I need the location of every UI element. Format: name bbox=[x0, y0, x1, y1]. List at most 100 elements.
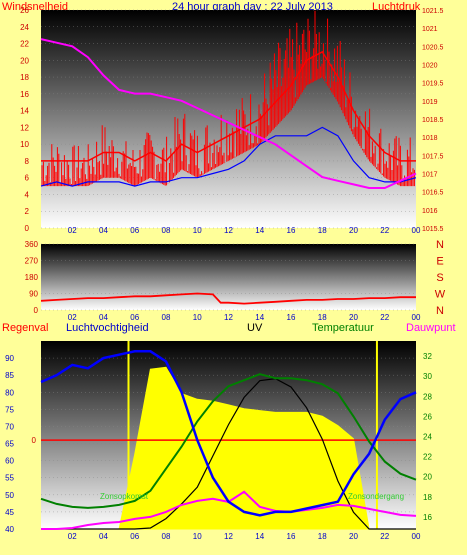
direction-series bbox=[40, 243, 416, 311]
wind-tick-label: 4 bbox=[25, 190, 30, 199]
temperature-tick-label: 24 bbox=[423, 433, 432, 442]
compass-tick-label: W bbox=[435, 289, 446, 301]
wind-tick-label: 8 bbox=[25, 157, 30, 166]
uv-line bbox=[41, 377, 416, 530]
humidity-tick-label: 70 bbox=[5, 422, 14, 431]
pressure-tick-label: 1017.5 bbox=[422, 153, 444, 160]
wind-tick-label: 16 bbox=[20, 90, 29, 99]
sunset-annotation: Zonsondergang bbox=[348, 492, 404, 501]
humidity-tick-label: 55 bbox=[5, 474, 14, 483]
pressure-tick-label: 1019 bbox=[422, 99, 438, 106]
wind-pressure-series bbox=[40, 9, 417, 229]
compass-tick-label: N bbox=[436, 305, 444, 317]
x-tick-label: 14 bbox=[255, 226, 264, 235]
direction-tick-label: 90 bbox=[29, 290, 38, 299]
x-tick-label: 14 bbox=[255, 313, 264, 322]
x-tick-label: 00 bbox=[412, 532, 421, 541]
pressure-tick-label: 1021.5 bbox=[422, 8, 444, 15]
temperature-tick-label: 20 bbox=[423, 473, 432, 482]
x-tick-label: 02 bbox=[68, 226, 77, 235]
x-tick-label: 02 bbox=[68, 532, 77, 541]
x-tick-label: 22 bbox=[380, 532, 389, 541]
x-tick-label: 00 bbox=[412, 313, 421, 322]
pressure-tick-label: 1021 bbox=[422, 26, 438, 33]
x-tick-label: 10 bbox=[193, 532, 202, 541]
x-tick-label: 20 bbox=[349, 532, 358, 541]
humidity-tick-label: 75 bbox=[5, 405, 14, 414]
temperature-tick-label: 16 bbox=[423, 513, 432, 522]
temperature-tick-label: 22 bbox=[423, 453, 432, 462]
temperature-tick-label: 18 bbox=[423, 493, 432, 502]
pressure-tick-label: 1020 bbox=[422, 63, 438, 70]
climate-series bbox=[40, 341, 417, 530]
x-tick-label: 02 bbox=[68, 313, 77, 322]
wind-tick-label: 22 bbox=[20, 40, 29, 49]
direction-line bbox=[40, 292, 416, 305]
wind-speed-line bbox=[41, 50, 416, 162]
wind-tick-label: 24 bbox=[20, 23, 29, 32]
x-tick-label: 08 bbox=[162, 226, 171, 235]
humidity-tick-label: 60 bbox=[5, 457, 14, 466]
x-tick-label: 18 bbox=[318, 532, 327, 541]
x-tick-label: 22 bbox=[380, 313, 389, 322]
wind-tick-label: 14 bbox=[20, 107, 29, 116]
wind-tick-label: 2 bbox=[25, 207, 30, 216]
humidity-tick-label: 45 bbox=[5, 508, 14, 517]
compass-tick-label: N bbox=[436, 239, 444, 251]
x-tick-label: 22 bbox=[380, 226, 389, 235]
wind-tick-label: 20 bbox=[20, 56, 29, 65]
wind-tick-label: 18 bbox=[20, 73, 29, 82]
compass-tick-label: S bbox=[436, 272, 443, 284]
temperature-line bbox=[40, 373, 417, 509]
wind-tick-label: 0 bbox=[25, 224, 30, 233]
humidity-tick-label: 40 bbox=[5, 525, 14, 534]
x-tick-label: 12 bbox=[224, 313, 233, 322]
x-tick-label: 08 bbox=[162, 532, 171, 541]
pressure-tick-label: 1015.5 bbox=[422, 226, 444, 233]
humidity-tick-label: 90 bbox=[5, 354, 14, 363]
compass-tick-label: E bbox=[436, 256, 443, 268]
pressure-tick-label: 1017 bbox=[422, 172, 438, 179]
x-tick-label: 14 bbox=[255, 532, 264, 541]
x-tick-label: 10 bbox=[193, 226, 202, 235]
x-tick-label: 00 bbox=[412, 226, 421, 235]
pressure-line bbox=[40, 38, 417, 189]
wind-tick-label: 6 bbox=[25, 174, 30, 183]
x-tick-label: 12 bbox=[224, 532, 233, 541]
direction-tick-label: 270 bbox=[25, 257, 39, 266]
pressure-tick-label: 1019.5 bbox=[422, 81, 444, 88]
humidity-tick-label: 65 bbox=[5, 440, 14, 449]
x-tick-label: 06 bbox=[130, 313, 139, 322]
uv-axis-title: UV bbox=[247, 322, 263, 334]
sunrise-annotation: Zonsopkomst bbox=[100, 492, 149, 501]
wind-tick-label: 26 bbox=[20, 6, 29, 15]
direction-tick-label: 180 bbox=[25, 273, 39, 282]
avg-wind-line bbox=[40, 126, 417, 187]
humidity-tick-label: 80 bbox=[5, 388, 14, 397]
humidity-tick-label: 85 bbox=[5, 371, 14, 380]
pressure-tick-label: 1016 bbox=[422, 208, 438, 215]
x-tick-label: 16 bbox=[287, 532, 296, 541]
x-tick-label: 04 bbox=[99, 226, 108, 235]
x-tick-label: 06 bbox=[130, 226, 139, 235]
humidity-axis-title: Luchtvochtigheid bbox=[66, 322, 149, 334]
pressure-tick-label: 1018.5 bbox=[422, 117, 444, 124]
pressure-tick-label: 1018 bbox=[422, 135, 438, 142]
x-tick-label: 10 bbox=[193, 313, 202, 322]
direction-tick-label: 0 bbox=[34, 306, 39, 315]
x-tick-label: 20 bbox=[349, 313, 358, 322]
temperature-tick-label: 30 bbox=[423, 372, 432, 381]
x-tick-label: 06 bbox=[130, 532, 139, 541]
x-tick-label: 16 bbox=[287, 313, 296, 322]
wind-panel bbox=[41, 10, 416, 228]
x-tick-label: 20 bbox=[349, 226, 358, 235]
temperature-tick-label: 26 bbox=[423, 412, 432, 421]
wind-tick-label: 10 bbox=[20, 140, 29, 149]
axes: 024681012141618202224261015.510161016.51… bbox=[5, 6, 446, 541]
direction-tick-label: 360 bbox=[25, 240, 39, 249]
x-tick-label: 16 bbox=[287, 226, 296, 235]
humidity-line bbox=[40, 350, 417, 517]
x-tick-label: 18 bbox=[318, 226, 327, 235]
wind-tick-label: 12 bbox=[20, 123, 29, 132]
pressure-tick-label: 1016.5 bbox=[422, 190, 444, 197]
